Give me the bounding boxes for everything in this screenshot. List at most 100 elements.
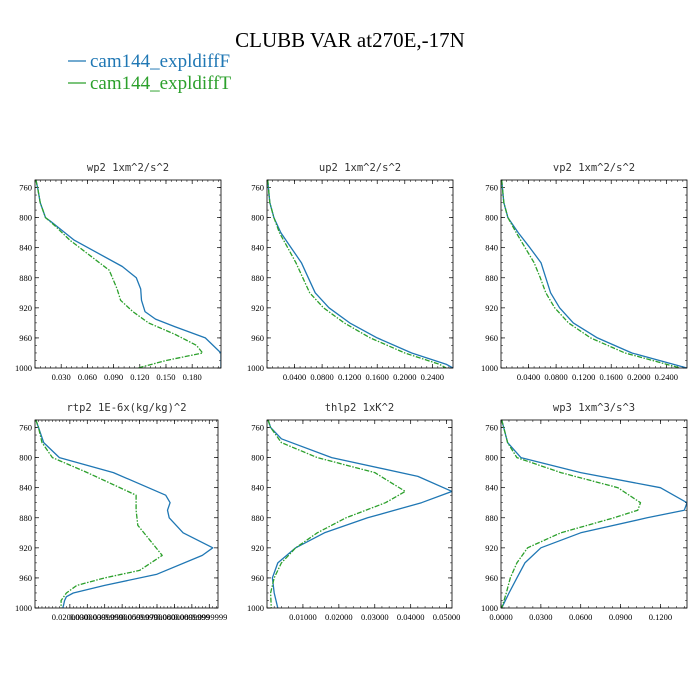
figure-title: CLUBB VAR at270E,-17N xyxy=(235,28,465,52)
plot-frame xyxy=(266,179,454,369)
x-tick-label: 0.1600 xyxy=(600,372,623,382)
y-tick-label: 1000 xyxy=(481,603,498,613)
series-line-1 xyxy=(267,180,447,368)
y-tick-label: 920 xyxy=(19,303,32,313)
legend: cam144_expldiffF cam144_expldiffT xyxy=(68,51,231,94)
x-tick-label: 0.0899999 xyxy=(174,612,210,622)
series-line-1 xyxy=(501,420,642,608)
y-tick-label: 760 xyxy=(19,423,32,433)
y-tick-label: 800 xyxy=(251,213,264,223)
y-tick-label: 880 xyxy=(251,273,264,283)
panel-5: wp3 1xm^3/s^3 760 800 840 880 920 960 10000.000… xyxy=(481,402,688,622)
panel-title: up2 1xm^2/s^2 xyxy=(319,162,401,174)
x-tick-label: 0.2400 xyxy=(421,372,444,382)
y-tick-label: 1000 xyxy=(481,363,498,373)
y-tick-label: 920 xyxy=(485,543,498,553)
y-tick-label: 880 xyxy=(485,513,498,523)
x-tick-label: 0.030 xyxy=(52,372,71,382)
legend-label-0: cam144_expldiffF xyxy=(90,51,230,72)
x-tick-label: 0.0400 xyxy=(283,372,306,382)
panel-3: rtp2 1E-6x(kg/kg)^2 760 800 840 880 920 960 100… xyxy=(15,402,227,622)
series-line-0 xyxy=(35,180,221,368)
y-tick-label: 880 xyxy=(19,273,32,283)
y-tick-label: 840 xyxy=(485,243,498,253)
x-tick-label: 0.0800 xyxy=(544,372,567,382)
x-tick-label: 0.0400 xyxy=(517,372,540,382)
x-tick-label: 0.1200 xyxy=(338,372,361,382)
x-tick-label: 0.0000 xyxy=(489,612,512,622)
x-tick-label: 0.0200000 xyxy=(52,612,88,622)
y-tick-label: 760 xyxy=(485,183,498,193)
series-line-0 xyxy=(267,180,453,368)
x-tick-label: 0.1200 xyxy=(572,372,595,382)
x-tick-label: 0.0700000 xyxy=(139,612,175,622)
y-tick-label: 800 xyxy=(485,213,498,223)
series-line-0 xyxy=(501,420,687,608)
x-tick-label: 0.1600 xyxy=(366,372,389,382)
y-tick-label: 840 xyxy=(251,243,264,253)
y-tick-label: 1000 xyxy=(15,603,32,613)
y-tick-label: 960 xyxy=(485,333,498,343)
y-tick-label: 880 xyxy=(485,273,498,283)
plot-frame xyxy=(500,419,688,609)
x-tick-label: 0.05000 xyxy=(433,612,461,622)
y-tick-label: 760 xyxy=(251,423,264,433)
series-line-1 xyxy=(35,420,163,608)
y-tick-label: 800 xyxy=(251,453,264,463)
panel-title: wp3 1xm^3/s^3 xyxy=(553,402,635,414)
x-tick-label: 0.03000 xyxy=(361,612,389,622)
plot-frame xyxy=(34,179,222,369)
x-tick-label: 0.1200 xyxy=(649,612,672,622)
panel-4: thlp2 1xK^2 760 800 840 880 920 960 1000 0.01000… xyxy=(247,402,460,622)
y-tick-label: 760 xyxy=(19,183,32,193)
x-tick-label: 0.0999999 xyxy=(191,612,227,622)
y-tick-label: 800 xyxy=(19,453,32,463)
y-tick-label: 760 xyxy=(251,183,264,193)
x-tick-label: 0.0300 xyxy=(529,612,552,622)
x-tick-label: 0.060 xyxy=(78,372,97,382)
plot-frame xyxy=(500,179,688,369)
x-tick-label: 0.120 xyxy=(130,372,149,382)
x-tick-label: 0.150 xyxy=(156,372,175,382)
panel-title: rtp2 1E-6x(kg/kg)^2 xyxy=(66,402,186,414)
series-line-0 xyxy=(267,420,452,608)
panel-0: wp2 1xm^2/s^2 760 800 840 880 920 960 1000 0.030… xyxy=(15,162,222,382)
x-tick-label: 0.01000 xyxy=(289,612,317,622)
panel-title: thlp2 1xK^2 xyxy=(325,402,395,414)
panel-title: wp2 1xm^2/s^2 xyxy=(87,162,169,174)
legend-label-1: cam144_expldiffT xyxy=(90,73,231,94)
y-tick-label: 960 xyxy=(251,573,264,583)
x-tick-label: 0.0500000 xyxy=(104,612,140,622)
y-tick-label: 920 xyxy=(251,303,264,313)
y-tick-label: 880 xyxy=(251,513,264,523)
y-tick-label: 960 xyxy=(19,573,32,583)
plot-frame xyxy=(266,419,453,609)
panels: wp2 1xm^2/s^2 760 800 840 880 920 960 1000 0.030… xyxy=(15,162,688,622)
x-tick-label: 0.0300000 xyxy=(69,612,105,622)
x-tick-label: 0.02000 xyxy=(325,612,353,622)
x-tick-label: 0.0800 xyxy=(310,372,333,382)
y-tick-label: 960 xyxy=(485,573,498,583)
plot-frame xyxy=(34,419,219,609)
y-tick-label: 1000 xyxy=(247,363,264,373)
x-tick-label: 0.0599999 xyxy=(122,612,158,622)
y-tick-label: 920 xyxy=(485,303,498,313)
panel-title: vp2 1xm^2/s^2 xyxy=(553,162,635,174)
y-tick-label: 840 xyxy=(251,483,264,493)
y-tick-label: 800 xyxy=(485,453,498,463)
y-tick-label: 920 xyxy=(19,543,32,553)
x-tick-label: 0.0399999 xyxy=(87,612,123,622)
y-tick-label: 920 xyxy=(251,543,264,553)
y-tick-label: 840 xyxy=(485,483,498,493)
x-tick-label: 0.0800000 xyxy=(156,612,192,622)
panel-2: vp2 1xm^2/s^2 760 800 840 880 920 960 1000 0.040… xyxy=(481,162,688,382)
panel-1: up2 1xm^2/s^2 760 800 840 880 920 960 1000 0.040… xyxy=(247,162,454,382)
y-tick-label: 1000 xyxy=(247,603,264,613)
series-line-1 xyxy=(35,180,204,368)
x-tick-label: 0.0600 xyxy=(569,612,592,622)
y-tick-label: 760 xyxy=(485,423,498,433)
y-tick-label: 1000 xyxy=(15,363,32,373)
series-line-1 xyxy=(501,180,681,368)
x-tick-label: 0.2400 xyxy=(655,372,678,382)
